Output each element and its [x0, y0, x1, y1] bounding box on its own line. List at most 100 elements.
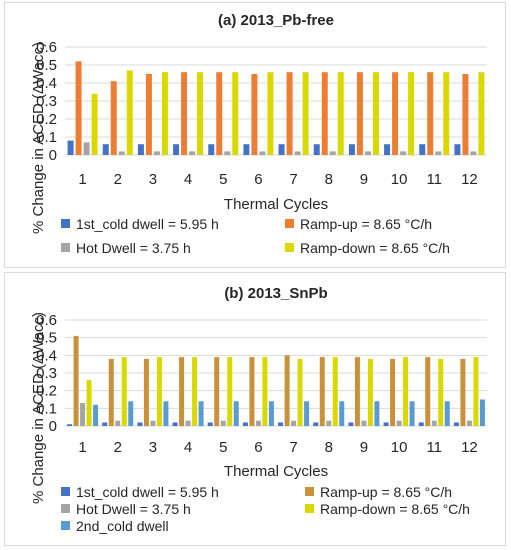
legend-entry: Hot Dwell = 3.75 h [76, 501, 191, 517]
y-tick-label: 0.3 [36, 365, 57, 382]
bar-series-2-cycle-3 [145, 74, 152, 155]
bar-series-1-cycle-2 [102, 144, 109, 155]
bar-series-1-cycle-9 [348, 422, 354, 426]
bar-series-3-cycle-7 [294, 151, 301, 155]
bar-series-2-cycle-10 [390, 358, 396, 426]
bar-series-1-cycle-8 [313, 144, 320, 155]
x-tick-label: 7 [289, 171, 297, 188]
x-tick-label: 7 [289, 439, 297, 456]
legend-swatch [305, 487, 314, 496]
y-tick-label: 0.1 [36, 129, 57, 146]
bar-series-5-cycle-2 [128, 401, 134, 426]
y-axis-label: % Change in ACED (ΔWacc) [30, 42, 47, 234]
bar-series-4-cycle-1 [91, 93, 98, 155]
x-tick-label: 2 [114, 171, 122, 188]
bar-series-3-cycle-9 [361, 420, 367, 426]
legend-swatch [61, 487, 70, 496]
y-tick-label: 0.4 [36, 75, 57, 92]
bar-series-2-cycle-9 [356, 72, 363, 155]
bar-series-2-cycle-12 [462, 74, 469, 155]
bar-series-1-cycle-4 [173, 144, 180, 155]
y-tick-label: 0.5 [36, 57, 57, 74]
bar-series-3-cycle-4 [185, 420, 191, 426]
bar-series-2-cycle-5 [216, 72, 223, 155]
bar-series-5-cycle-11 [444, 401, 450, 426]
y-tick-label: 0 [49, 147, 57, 164]
x-tick-label: 5 [219, 171, 227, 188]
bar-series-4-cycle-8 [332, 357, 338, 426]
bar-series-4-cycle-12 [478, 72, 485, 155]
bar-series-4-cycle-6 [267, 72, 274, 155]
bar-series-4-cycle-1 [86, 380, 92, 426]
bar-series-5-cycle-8 [339, 401, 345, 426]
x-tick-label: 1 [78, 439, 86, 456]
x-tick-label: 3 [149, 171, 157, 188]
bar-series-5-cycle-9 [374, 401, 380, 426]
y-tick-label: 0.1 [36, 400, 57, 417]
bar-series-2-cycle-3 [143, 358, 149, 426]
bar-series-3-cycle-12 [466, 420, 472, 426]
bar-series-4-cycle-4 [192, 357, 198, 426]
x-tick-label: 12 [461, 171, 478, 188]
y-tick-label: 0.5 [36, 330, 57, 347]
bar-series-1-cycle-4 [172, 422, 178, 426]
x-tick-label: 11 [426, 171, 442, 188]
bar-series-3-cycle-9 [364, 151, 371, 155]
chart-title: (b) 2013_SnPb [224, 285, 327, 302]
bar-series-1-cycle-3 [137, 422, 143, 426]
legend-swatch [285, 243, 294, 252]
bar-series-3-cycle-4 [189, 151, 196, 155]
bar-series-3-cycle-1 [80, 403, 86, 426]
bar-series-1-cycle-5 [208, 144, 215, 155]
bar-series-5-cycle-1 [93, 404, 99, 426]
bar-series-4-cycle-10 [408, 72, 415, 155]
legend-swatch [61, 243, 70, 252]
legend-swatch [61, 521, 70, 530]
bar-series-4-cycle-7 [302, 72, 309, 155]
bar-series-5-cycle-12 [479, 399, 485, 426]
bar-series-4-cycle-5 [227, 357, 233, 426]
bar-series-2-cycle-7 [284, 355, 290, 426]
bar-series-4-cycle-12 [473, 357, 479, 426]
chart-panel-b: (b) 2013_SnPb 0 0.1 0.2 0.3 0.4 0.5 0.6 1 2 3 4 5 6 7 8… [4, 272, 506, 546]
bar-series-4-cycle-3 [156, 357, 162, 426]
x-tick-label: 6 [254, 171, 262, 188]
bar-series-5-cycle-5 [233, 401, 239, 426]
bar-series-2-cycle-4 [179, 357, 185, 426]
bar-series-2-cycle-12 [460, 358, 466, 426]
legend-entry: Ramp-down = 8.65 °C/h [320, 501, 470, 517]
bar-series-1-cycle-2 [102, 422, 108, 426]
bar-series-2-cycle-6 [249, 357, 255, 426]
y-tick-label: 0.2 [36, 383, 57, 400]
x-tick-label: 12 [461, 439, 478, 456]
bar-series-4-cycle-4 [197, 72, 204, 155]
bar-series-5-cycle-7 [304, 401, 310, 426]
legend-entry: Ramp-up = 8.65 °C/h [300, 216, 432, 232]
bar-series-1-cycle-12 [453, 422, 459, 426]
bar-series-2-cycle-8 [319, 357, 325, 426]
bar-series-3-cycle-6 [255, 420, 261, 426]
legend-entry: Ramp-up = 8.65 °C/h [320, 484, 452, 500]
bar-series-2-cycle-11 [427, 72, 434, 155]
bar-series-3-cycle-5 [224, 151, 231, 155]
legend-swatch [285, 219, 294, 228]
bar-series-2-cycle-4 [181, 72, 188, 155]
bar-series-2-cycle-11 [425, 357, 431, 426]
x-tick-label: 9 [360, 439, 368, 456]
x-tick-label: 11 [426, 439, 442, 456]
bar-series-4-cycle-11 [443, 72, 450, 155]
bar-series-2-cycle-8 [321, 72, 328, 155]
x-tick-label: 5 [219, 439, 227, 456]
x-tick-label: 4 [184, 439, 192, 456]
bar-series-3-cycle-10 [396, 420, 402, 426]
bar-series-5-cycle-3 [163, 401, 169, 426]
bar-series-2-cycle-7 [286, 72, 293, 155]
x-tick-label: 8 [325, 439, 333, 456]
bar-series-1-cycle-5 [207, 422, 213, 426]
bar-series-3-cycle-2 [115, 420, 121, 426]
bar-series-5-cycle-4 [198, 401, 204, 426]
bar-series-4-cycle-6 [262, 357, 268, 426]
bar-series-3-cycle-2 [118, 151, 125, 155]
bar-series-3-cycle-12 [470, 151, 477, 155]
